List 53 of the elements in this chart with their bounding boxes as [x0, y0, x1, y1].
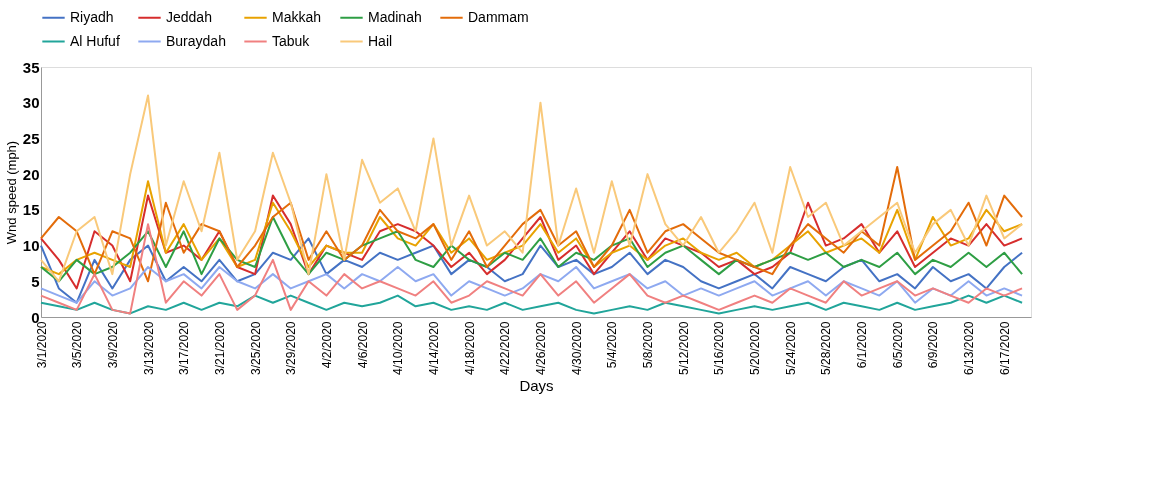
- y-tick-label: 30: [22, 94, 40, 112]
- legend-label: Jeddah: [166, 8, 212, 25]
- line-series: [40, 94, 1024, 283]
- line-series: [40, 216, 1024, 283]
- legend-label: Hail: [368, 32, 393, 49]
- x-tick-label: 4/22/2020: [498, 321, 513, 375]
- y-tick-label: 10: [22, 237, 40, 255]
- x-axis-title: Days: [519, 376, 554, 394]
- x-tick-label: 4/6/2020: [355, 321, 370, 369]
- x-tick-label: 5/12/2020: [676, 321, 691, 375]
- x-tick-label: 3/5/2020: [70, 321, 85, 369]
- y-tick-label: 20: [22, 165, 40, 183]
- x-tick-label: 4/10/2020: [391, 321, 406, 375]
- legend-label: Tabuk: [272, 32, 311, 49]
- x-tick-label: 4/2/2020: [319, 321, 334, 369]
- x-tick-label: 5/16/2020: [712, 321, 727, 375]
- line-series: [40, 194, 1024, 290]
- x-tick-label: 5/24/2020: [783, 321, 798, 375]
- x-tick-label: 6/5/2020: [890, 321, 905, 369]
- x-tick-label: 4/14/2020: [426, 321, 441, 375]
- x-tick-label: 3/9/2020: [105, 321, 120, 369]
- x-tick-label: 5/8/2020: [640, 321, 655, 369]
- y-tick-label: 35: [22, 58, 40, 76]
- x-tick-label: 4/30/2020: [569, 321, 584, 375]
- x-tick-label: 4/26/2020: [533, 321, 548, 375]
- legend-label: Makkah: [272, 8, 322, 25]
- line-series: [40, 237, 1024, 304]
- x-tick-label: 5/4/2020: [605, 321, 620, 369]
- x-tick-label: 3/25/2020: [248, 321, 263, 375]
- legend-label: Riyadh: [70, 8, 114, 25]
- legend-label: Dammam: [468, 8, 529, 25]
- x-tick-label: 3/29/2020: [284, 321, 299, 375]
- x-tick-label: 6/17/2020: [997, 321, 1012, 375]
- x-tick-label: 3/21/2020: [212, 321, 227, 375]
- x-tick-label: 3/13/2020: [141, 321, 156, 375]
- line-series: [40, 166, 1024, 283]
- x-tick-label: 4/18/2020: [462, 321, 477, 375]
- x-tick-label: 5/28/2020: [819, 321, 834, 375]
- legend-label: Madinah: [368, 8, 422, 25]
- y-tick-label: 5: [31, 272, 40, 290]
- x-tick-label: 6/13/2020: [962, 321, 977, 375]
- y-axis-title: Wnd speed (mph): [3, 140, 19, 245]
- line-series: [40, 266, 1024, 304]
- x-tick-label: 6/9/2020: [926, 321, 941, 369]
- y-tick-label: 15: [22, 201, 40, 219]
- x-tick-label: 5/20/2020: [748, 321, 763, 375]
- y-tick-label: 25: [22, 129, 40, 147]
- legend-label: Al Hufuf: [70, 32, 120, 49]
- line-series: [40, 294, 1024, 315]
- x-tick-label: 3/17/2020: [177, 321, 192, 375]
- line-series: [40, 223, 1024, 315]
- legend-label: Buraydah: [166, 32, 226, 49]
- x-tick-label: 6/1/2020: [855, 321, 870, 369]
